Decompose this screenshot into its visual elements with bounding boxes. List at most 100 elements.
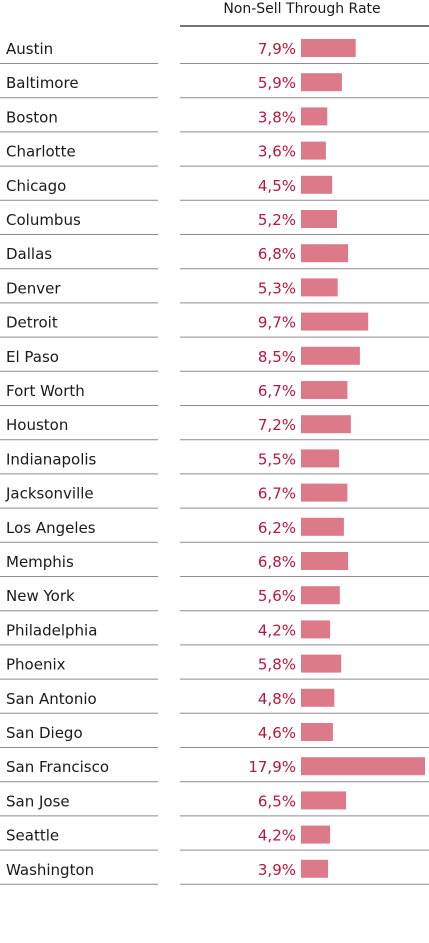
value-label: 4,2% xyxy=(258,827,296,845)
bar xyxy=(301,39,356,57)
chart-row: Columbus 5,2% xyxy=(0,210,429,235)
bar xyxy=(301,312,369,331)
value-label: 5,6% xyxy=(258,587,296,605)
chart-row: Philadelphia 4,2% xyxy=(0,620,429,646)
bar xyxy=(301,73,342,92)
value-label: 6,2% xyxy=(258,519,296,537)
chart-row: Dallas 6,8% xyxy=(0,244,429,270)
chart-row: San Diego 4,6% xyxy=(0,723,429,748)
bar xyxy=(301,107,328,126)
chart-row: Detroit 9,7% xyxy=(0,312,429,338)
chart-row: San Antonio 4,8% xyxy=(0,688,429,714)
bar xyxy=(301,244,349,263)
value-label: 5,5% xyxy=(258,450,296,468)
chart-row: Chicago 4,5% xyxy=(0,175,429,201)
category-label: Memphis xyxy=(6,553,74,571)
chart-row: El Paso 8,5% xyxy=(0,346,429,372)
category-label: Chicago xyxy=(6,177,66,195)
value-label: 6,8% xyxy=(258,245,296,263)
bar xyxy=(301,415,351,434)
category-label: Philadelphia xyxy=(6,621,97,639)
value-label: 8,5% xyxy=(258,348,296,366)
category-label: Indianapolis xyxy=(6,450,97,468)
bar xyxy=(301,381,348,399)
bar xyxy=(301,278,338,297)
category-label: Los Angeles xyxy=(6,519,96,537)
category-label: Seattle xyxy=(6,827,59,845)
chart-row: New York 5,6% xyxy=(0,586,429,612)
value-label: 3,9% xyxy=(258,861,296,879)
value-label: 4,5% xyxy=(258,177,296,195)
chart-row: Charlotte 3,6% xyxy=(0,141,429,167)
chart-row: Fort Worth 6,7% xyxy=(0,381,429,406)
value-label: 4,8% xyxy=(258,690,296,708)
bar xyxy=(301,859,328,878)
bar xyxy=(301,723,333,741)
value-label: 6,8% xyxy=(258,553,296,571)
bar xyxy=(301,688,335,707)
chart-row: Boston 3,8% xyxy=(0,107,429,133)
category-label: Phoenix xyxy=(6,656,66,674)
bar xyxy=(301,654,342,673)
value-label: 7,9% xyxy=(258,40,296,58)
category-label: Baltimore xyxy=(6,74,79,92)
bar xyxy=(301,175,333,194)
value-label: 5,9% xyxy=(258,74,296,92)
value-label: 5,3% xyxy=(258,279,296,297)
value-label: 5,8% xyxy=(258,656,296,674)
chart-row: Memphis 6,8% xyxy=(0,552,429,577)
value-label: 3,6% xyxy=(258,143,296,161)
category-label: San Diego xyxy=(6,724,83,742)
category-label: San Antonio xyxy=(6,690,97,708)
chart-row: Seattle 4,2% xyxy=(0,825,429,851)
chart-row: Jacksonville 6,7% xyxy=(0,483,429,509)
category-label: Austin xyxy=(6,40,53,58)
bar xyxy=(301,517,344,536)
chart-rows: Austin 7,9% Baltimore 5,9% Boston 3,8% Charlot… xyxy=(0,39,429,885)
value-label: 6,7% xyxy=(258,382,296,400)
category-label: Washington xyxy=(6,861,94,879)
bar xyxy=(301,449,340,468)
category-label: San Francisco xyxy=(6,758,109,776)
category-label: Boston xyxy=(6,108,58,126)
category-label: Detroit xyxy=(6,314,58,332)
chart-row: Phoenix 5,8% xyxy=(0,654,429,680)
chart-row: San Francisco 17,9% xyxy=(0,757,429,783)
bar xyxy=(301,552,349,570)
bar xyxy=(301,620,331,639)
value-label: 4,6% xyxy=(258,724,296,742)
category-label: New York xyxy=(6,587,75,605)
category-label: Denver xyxy=(6,279,61,297)
category-label: Fort Worth xyxy=(6,382,85,400)
chart-row: Denver 5,3% xyxy=(0,278,429,304)
value-label: 6,5% xyxy=(258,792,296,810)
bar xyxy=(301,757,425,776)
bar xyxy=(301,210,337,228)
value-label: 3,8% xyxy=(258,108,296,126)
chart-row: Los Angeles 6,2% xyxy=(0,517,429,543)
chart-row: Austin 7,9% xyxy=(0,39,429,64)
bar xyxy=(301,791,346,810)
bar xyxy=(301,141,326,160)
value-label: 17,9% xyxy=(248,758,296,776)
chart-row: San Jose 6,5% xyxy=(0,791,429,817)
chart-title: Non-Sell Through Rate xyxy=(223,1,380,17)
category-label: Houston xyxy=(6,416,68,434)
bar xyxy=(301,825,331,844)
category-label: Charlotte xyxy=(6,143,76,161)
chart-row: Washington 3,9% xyxy=(0,859,429,885)
category-label: El Paso xyxy=(6,348,59,366)
category-label: Columbus xyxy=(6,211,81,229)
value-label: 5,2% xyxy=(258,211,296,229)
bar xyxy=(301,346,360,365)
value-label: 7,2% xyxy=(258,416,296,434)
value-label: 4,2% xyxy=(258,621,296,639)
bar xyxy=(301,483,348,502)
chart-row: Baltimore 5,9% xyxy=(0,73,429,99)
category-label: Dallas xyxy=(6,245,52,263)
chart-row: Indianapolis 5,5% xyxy=(0,449,429,475)
bar xyxy=(301,586,340,605)
value-label: 9,7% xyxy=(258,314,296,332)
category-label: San Jose xyxy=(6,792,70,810)
